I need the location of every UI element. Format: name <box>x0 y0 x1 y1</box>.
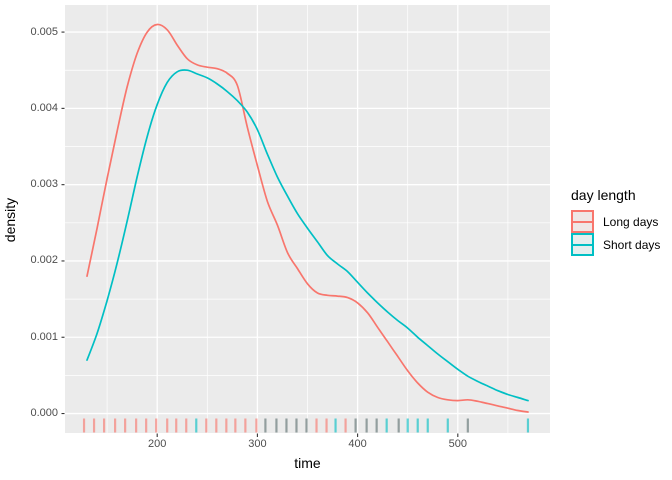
y-tick-label: 0.001 <box>30 330 58 343</box>
x-tick-label: 200 <box>148 438 167 450</box>
y-tick-label: 0.000 <box>30 407 58 420</box>
legend-item-short-days: Short days <box>571 233 660 256</box>
legend-label-long-days: Long days <box>603 214 659 229</box>
y-tick-label: 0.003 <box>30 178 58 191</box>
legend-key-short-days-icon <box>571 233 594 256</box>
y-tick-label: 0.005 <box>30 25 58 38</box>
y-tick-label: 0.002 <box>30 254 58 267</box>
x-tick-label: 500 <box>448 438 467 450</box>
legend-item-long-days: Long days <box>571 210 660 233</box>
density-curve-short-days <box>86 69 529 402</box>
legend-title: day length <box>571 187 636 203</box>
legend-key-line <box>573 220 592 223</box>
legend-label-short-days: Short days <box>603 237 661 252</box>
x-tick-label: 300 <box>248 438 267 450</box>
y-tick-label: 0.004 <box>30 101 58 114</box>
y-axis-title: density <box>2 197 18 243</box>
legend-key-line <box>573 243 592 246</box>
x-tick-label: 400 <box>348 438 367 450</box>
legend: day length Long days Short days <box>571 187 660 256</box>
density-curve-long-days <box>86 23 529 413</box>
x-axis-title: time <box>294 455 321 471</box>
legend-key-long-days-icon <box>571 210 594 233</box>
